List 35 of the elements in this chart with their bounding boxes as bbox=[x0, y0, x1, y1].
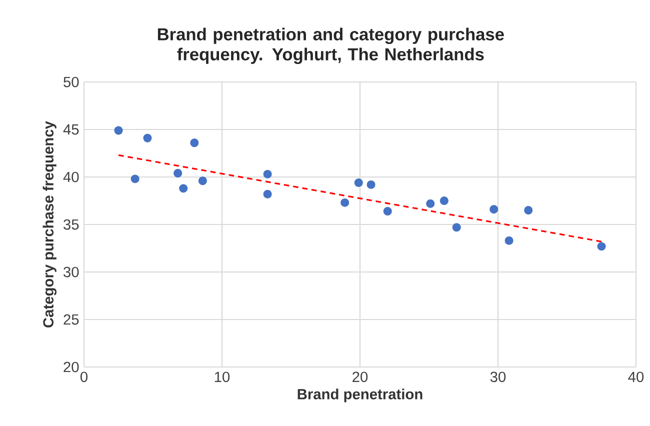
point bbox=[114, 126, 123, 135]
point bbox=[354, 178, 363, 187]
point bbox=[179, 184, 188, 193]
chart-title: Brand penetration and category purchase frequency. Yoghurt, The Netherlands bbox=[158, 28, 504, 64]
point bbox=[130, 174, 140, 184]
x-tick-label: 10 bbox=[214, 372, 230, 382]
point bbox=[340, 198, 350, 207]
x-tick-label: 0 bbox=[80, 372, 88, 382]
y-tick-label: 50 bbox=[64, 76, 79, 88]
point bbox=[452, 223, 461, 232]
x-tick-label: 30 bbox=[490, 372, 506, 382]
y-axis-title: Category purchase frequency bbox=[42, 121, 56, 328]
point bbox=[440, 196, 448, 206]
point bbox=[597, 242, 606, 251]
y-tick-label: 25 bbox=[64, 314, 79, 325]
point bbox=[366, 180, 376, 189]
point bbox=[263, 190, 272, 198]
point bbox=[143, 134, 152, 142]
point bbox=[490, 205, 498, 214]
y-tick-label: 40 bbox=[63, 172, 79, 182]
point bbox=[263, 170, 272, 178]
x-tick-label: 20 bbox=[352, 372, 368, 382]
point bbox=[383, 206, 392, 216]
x-tick-label: 40 bbox=[628, 372, 644, 382]
point bbox=[426, 199, 435, 208]
point bbox=[524, 206, 533, 215]
y-tick-label: 30 bbox=[64, 266, 79, 278]
point bbox=[198, 176, 207, 186]
x-axis-title: Brand penetration bbox=[298, 388, 422, 402]
point bbox=[190, 138, 199, 148]
y-tick-label: 45 bbox=[63, 124, 79, 135]
y-tick-label: 35 bbox=[64, 219, 79, 230]
point bbox=[504, 236, 514, 245]
point bbox=[174, 168, 182, 178]
y-tick-label: 20 bbox=[64, 362, 79, 372]
